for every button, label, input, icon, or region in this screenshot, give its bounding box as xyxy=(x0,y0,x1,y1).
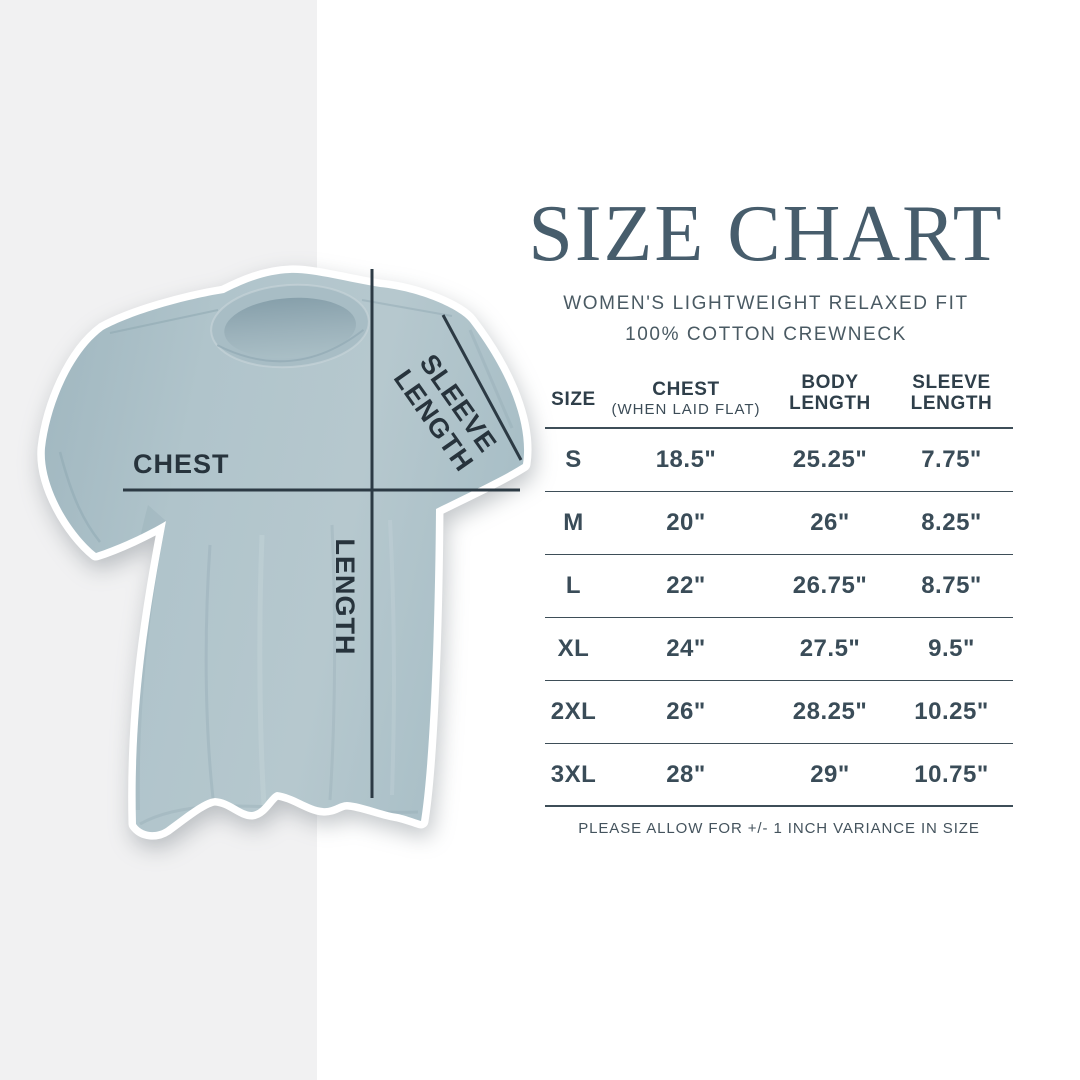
cell-body: 27.5" xyxy=(799,635,861,662)
column-header-body-line2: LENGTH xyxy=(789,393,871,414)
cell-sleeve: 8.25" xyxy=(921,509,982,536)
shirt-sticker xyxy=(37,265,532,840)
shirt-graphic: CHEST LENGTH SLEEVE LENGTH xyxy=(37,265,532,840)
cell-body: 26.75" xyxy=(792,572,868,599)
cell-sleeve: 10.75" xyxy=(914,760,989,788)
cell-sleeve: 9.5" xyxy=(928,635,975,662)
collar xyxy=(210,283,370,369)
cell-sleeve: 8.75" xyxy=(921,572,982,599)
cell-size: M xyxy=(563,509,584,536)
cell-chest: 20" xyxy=(666,509,706,536)
cell-chest: 22" xyxy=(666,572,706,599)
cell-size: 2XL xyxy=(550,698,597,725)
sleeve-line xyxy=(441,314,523,461)
table-row: 3XL 28" 29" 10.75" xyxy=(545,744,1013,807)
column-header-chest-label: CHEST xyxy=(652,379,720,400)
cell-size: 3XL xyxy=(550,760,597,788)
table-row: XL 24" 27.5" 9.5" xyxy=(545,618,1013,681)
subtitle: WOMEN'S LIGHTWEIGHT RELAXED FIT 100% COT… xyxy=(515,288,1017,350)
column-header-sleeve-length: SLEEVE LENGTH xyxy=(890,372,1013,427)
cell-size: S xyxy=(565,446,582,473)
table-header-row: SIZE CHEST (WHEN LAID FLAT) BODY LENGTH … xyxy=(545,360,1013,429)
cell-body: 26" xyxy=(810,509,850,536)
table-row: 2XL 26" 28.25" 10.25" xyxy=(545,681,1013,744)
chart-panel: SIZE CHART WOMEN'S LIGHTWEIGHT RELAXED F… xyxy=(515,0,1017,1080)
column-header-sleeve-line2: LENGTH xyxy=(910,393,993,414)
variance-note: PLEASE ALLOW FOR +/- 1 INCH VARIANCE IN … xyxy=(578,820,980,837)
column-header-chest-subtext: (WHEN LAID FLAT) xyxy=(611,401,761,418)
cell-chest: 26" xyxy=(666,698,706,725)
cell-size: L xyxy=(565,572,582,599)
cell-body: 25.25" xyxy=(792,446,868,473)
chest-label: CHEST xyxy=(133,449,230,479)
column-header-chest: CHEST (WHEN LAID FLAT) xyxy=(602,379,770,427)
cell-sleeve: 7.75" xyxy=(921,446,982,473)
cell-chest: 18.5" xyxy=(655,446,717,473)
column-header-body-line1: BODY xyxy=(801,372,859,393)
column-header-body-length: BODY LENGTH xyxy=(770,372,890,427)
column-header-size: SIZE xyxy=(551,389,596,410)
cell-body: 29" xyxy=(810,760,850,788)
table-row: L 22" 26.75" 8.75" xyxy=(545,555,1013,618)
cell-chest: 28" xyxy=(666,760,706,788)
shirt-silhouette xyxy=(37,265,532,840)
size-table: SIZE CHEST (WHEN LAID FLAT) BODY LENGTH … xyxy=(545,360,1013,807)
length-label: LENGTH xyxy=(330,539,360,656)
table-row: S 18.5" 25.25" 7.75" xyxy=(545,429,1013,492)
subtitle-line-1: WOMEN'S LIGHTWEIGHT RELAXED FIT xyxy=(563,293,969,314)
cell-chest: 24" xyxy=(666,635,706,662)
cell-sleeve: 10.25" xyxy=(914,698,989,725)
cell-size: XL xyxy=(557,635,590,662)
subtitle-line-2: 100% COTTON CREWNECK xyxy=(625,324,907,345)
column-header-sleeve-line1: SLEEVE xyxy=(912,372,991,393)
page-title: SIZE CHART xyxy=(528,190,1004,278)
cell-body: 28.25" xyxy=(792,698,868,725)
table-row: M 20" 26" 8.25" xyxy=(545,492,1013,555)
